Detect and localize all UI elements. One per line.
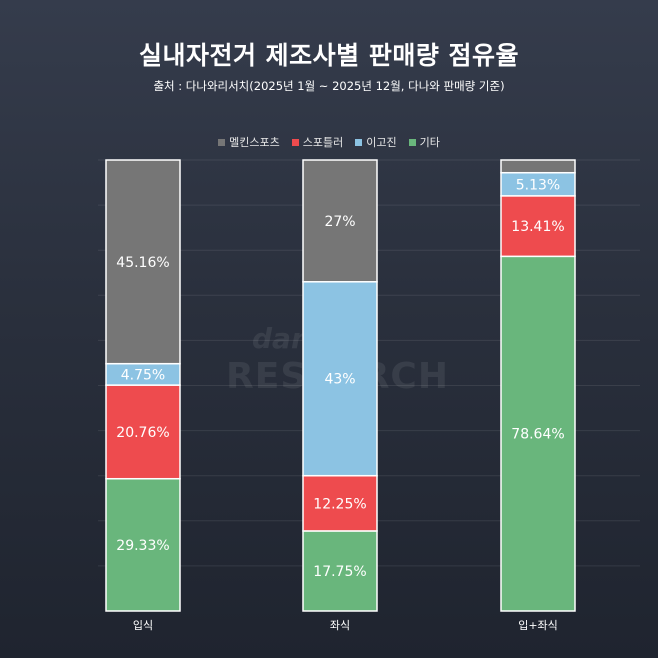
legend-item-other: 기타 bbox=[408, 134, 440, 150]
data-label-melkin-1: 27% bbox=[324, 214, 355, 230]
bar-segment-igojin-0 bbox=[105, 384, 181, 480]
category-label-2: 입+좌식 bbox=[518, 619, 558, 632]
data-label-igojin-2: 13.41% bbox=[511, 219, 564, 235]
legend-label-other: 기타 bbox=[419, 136, 440, 149]
bar-segment-melkin-0 bbox=[105, 159, 181, 365]
data-label-spotler-2: 5.13% bbox=[516, 177, 560, 193]
legend-item-melkin: 멜킨스포츠 bbox=[218, 134, 280, 150]
bar-segment-igojin-1 bbox=[302, 474, 378, 532]
legend-swatch-spotler bbox=[291, 138, 299, 146]
data-label-melkin-0: 45.16% bbox=[116, 255, 169, 271]
legend-label-melkin: 멜킨스포츠 bbox=[229, 136, 280, 149]
data-label-igojin-1: 12.25% bbox=[313, 496, 366, 512]
legend: 멜킨스포츠 스포틀러 이고진 기타 bbox=[0, 134, 658, 150]
data-label-spotler-1: 43% bbox=[324, 372, 355, 388]
bar-segment-spotler-1 bbox=[302, 281, 378, 477]
legend-item-spotler: 스포틀러 bbox=[291, 134, 344, 150]
data-label-other-2: 78.64% bbox=[511, 427, 564, 443]
legend-label-igojin: 이고진 bbox=[366, 136, 397, 149]
data-label-other-1: 17.75% bbox=[313, 564, 366, 580]
bar-segment-other-2 bbox=[500, 255, 576, 612]
chart-subtitle: 출처 : 다나와리서치(2025년 1월 ~ 2025년 12월, 다나와 판매… bbox=[153, 79, 505, 93]
legend-swatch-igojin bbox=[355, 138, 363, 146]
data-label-other-0: 29.33% bbox=[116, 538, 169, 554]
bar-segment-other-1 bbox=[302, 530, 378, 612]
bar-segment-melkin-1 bbox=[302, 159, 378, 283]
category-label-1: 좌식 bbox=[330, 619, 350, 632]
legend-label-spotler: 스포틀러 bbox=[302, 136, 344, 149]
data-label-igojin-0: 20.76% bbox=[116, 425, 169, 441]
chart-title: 실내자전거 제조사별 판매량 점유율 bbox=[138, 41, 520, 70]
legend-swatch-other bbox=[408, 138, 416, 146]
data-label-spotler-0: 4.75% bbox=[121, 367, 165, 383]
category-label-0: 입식 bbox=[133, 619, 153, 632]
legend-swatch-melkin bbox=[218, 138, 226, 146]
bar-segment-melkin-2 bbox=[500, 159, 576, 174]
bar-segment-other-0 bbox=[105, 477, 181, 612]
legend-item-igojin: 이고진 bbox=[355, 134, 397, 150]
